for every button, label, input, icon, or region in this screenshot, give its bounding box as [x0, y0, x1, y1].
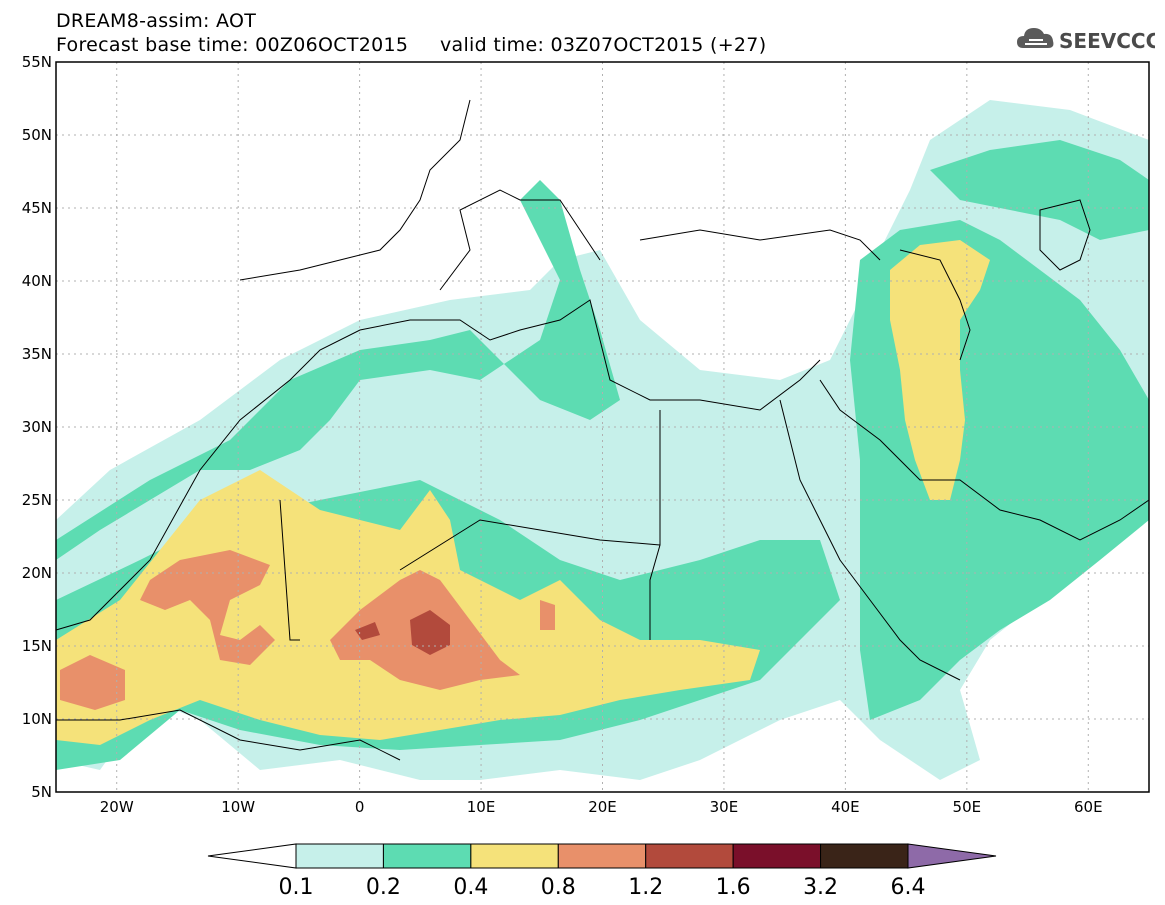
lat-tick-label: 10N [22, 710, 52, 728]
colorbar-over-arrow [907, 843, 997, 869]
lat-tick-label: 25N [22, 491, 52, 509]
colorbar-swatch [382, 843, 472, 869]
lon-tick-label: 50E [953, 798, 982, 816]
colorbar-swatch [645, 843, 734, 869]
longitude-labels: 20W 10W 0 10E 20E 30E 40E 50E 60E [100, 798, 1103, 816]
colorbar-level-label: 0.1 [279, 875, 314, 900]
colorbar-level-label: 3.2 [803, 875, 838, 900]
lon-tick-label: 10E [467, 798, 496, 816]
graticule [56, 62, 1149, 792]
lat-tick-label: 45N [22, 199, 52, 217]
plot-frame [55, 61, 1150, 793]
forecast-time-line: Forecast base time: 00Z06OCT2015 valid t… [56, 34, 767, 56]
colorbar-under-arrow [207, 843, 297, 869]
colorbar-level-label: 1.2 [628, 875, 663, 900]
lon-tick-label: 20E [588, 798, 617, 816]
lat-tick-label: 55N [22, 53, 52, 71]
colorbar-swatch [295, 843, 384, 869]
colorbar-swatch [820, 843, 909, 869]
colorbar-swatch [557, 843, 647, 869]
lon-tick-label: 30E [710, 798, 739, 816]
map-title: DREAM8-assim: AOT [56, 10, 257, 32]
lat-tick-label: 35N [22, 345, 52, 363]
seevccc-logo: SEEVCCC [1017, 28, 1155, 53]
lat-tick-label: 30N [22, 418, 52, 436]
latitude-labels: 55N 50N 45N 40N 35N 30N 25N 20N 15N 10N 5N [22, 53, 52, 801]
lat-tick-label: 20N [22, 564, 52, 582]
lon-tick-label: 20W [100, 798, 134, 816]
lon-tick-label: 40E [831, 798, 860, 816]
colorbar: 0.1 0.2 0.4 0.8 1.2 1.6 3.2 6.4 [207, 843, 997, 900]
lat-tick-label: 50N [22, 126, 52, 144]
colorbar-level-label: 6.4 [891, 875, 926, 900]
colorbar-level-label: 0.4 [453, 875, 488, 900]
cloud-icon [1017, 28, 1054, 48]
lon-tick-label: 0 [355, 798, 365, 816]
lat-tick-label: 15N [22, 637, 52, 655]
lat-tick-label: 5N [31, 783, 52, 801]
aot-band-1.2 [355, 610, 450, 655]
colorbar-level-label: 0.8 [541, 875, 576, 900]
lat-tick-label: 40N [22, 272, 52, 290]
coastlines [55, 99, 1150, 761]
colorbar-level-label: 0.2 [366, 875, 401, 900]
lon-tick-label: 10W [221, 798, 255, 816]
lon-tick-label: 60E [1074, 798, 1103, 816]
colorbar-swatch [470, 843, 559, 869]
logo-text: SEEVCCC [1059, 29, 1155, 53]
colorbar-level-label: 1.6 [716, 875, 751, 900]
colorbar-swatch [732, 843, 822, 869]
